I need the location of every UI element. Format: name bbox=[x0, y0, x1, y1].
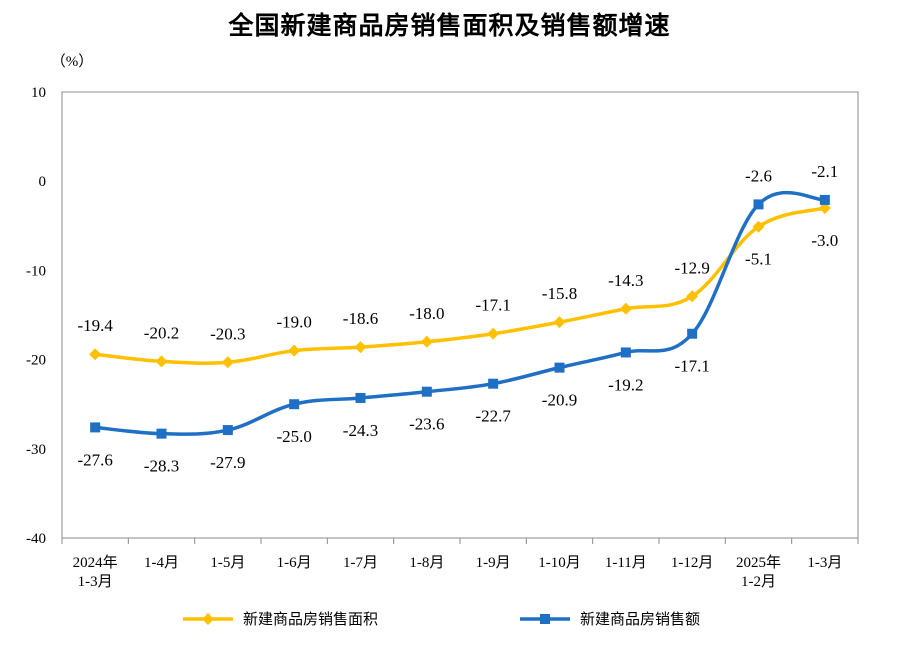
data-point-marker bbox=[420, 335, 433, 348]
y-tick-label: -10 bbox=[26, 263, 46, 279]
data-point-marker bbox=[90, 422, 101, 433]
x-tick-label: 1-5月 bbox=[210, 555, 245, 571]
legend-marker bbox=[540, 614, 550, 624]
data-point-marker bbox=[289, 399, 300, 410]
data-label: -2.6 bbox=[745, 166, 772, 185]
data-label: -23.6 bbox=[409, 415, 444, 434]
y-tick-label: 0 bbox=[39, 174, 47, 190]
data-point-marker bbox=[554, 362, 565, 373]
data-label: -27.9 bbox=[210, 453, 245, 472]
data-point-marker bbox=[222, 425, 233, 436]
data-point-marker bbox=[620, 347, 631, 358]
data-point-marker bbox=[421, 386, 432, 397]
data-label: -25.0 bbox=[276, 427, 311, 446]
data-label: -27.6 bbox=[77, 450, 112, 469]
data-label: -19.4 bbox=[77, 316, 113, 335]
x-tick-label: 1-12月 bbox=[671, 555, 714, 571]
data-point-marker bbox=[488, 378, 499, 389]
series-amount: -27.6 -28.3 -27.9 -25.0 -24.3 -23.6 -22.7 -20.9… bbox=[77, 162, 838, 476]
data-label: -17.1 bbox=[475, 296, 510, 315]
data-point-marker bbox=[553, 316, 566, 329]
data-point-marker bbox=[752, 220, 765, 233]
plot-frame bbox=[61, 91, 859, 539]
data-point-marker bbox=[355, 392, 366, 403]
data-label: -28.3 bbox=[144, 457, 179, 476]
data-point-marker bbox=[89, 348, 102, 361]
x-tick-label: 1-7月 bbox=[343, 555, 378, 571]
series-area: -19.4 -20.2 -20.3 -19.0 -18.6 -18.0 -17.1 -15.8… bbox=[77, 201, 838, 369]
data-point-marker bbox=[819, 194, 830, 205]
y-tick-label: -30 bbox=[26, 442, 46, 458]
x-tick-label: 1-4月 bbox=[144, 555, 179, 571]
x-tick-label: 1-9月 bbox=[476, 555, 511, 571]
data-label: -17.1 bbox=[674, 357, 709, 376]
legend-item: 新建商品房销售额 bbox=[520, 610, 700, 628]
legend-marker bbox=[202, 613, 214, 625]
data-point-marker bbox=[619, 302, 632, 315]
x-tick-label: 1-10月 bbox=[538, 555, 581, 571]
data-label: -20.3 bbox=[210, 324, 245, 343]
data-label: -19.2 bbox=[608, 375, 643, 394]
y-tick-label: -40 bbox=[26, 531, 46, 547]
series-line bbox=[94, 206, 826, 365]
data-label: -20.2 bbox=[144, 323, 179, 342]
legend-label: 新建商品房销售面积 bbox=[243, 610, 378, 628]
legend-item: 新建商品房销售面积 bbox=[183, 610, 378, 628]
data-label: -3.0 bbox=[811, 231, 838, 250]
data-point-marker bbox=[221, 356, 234, 369]
data-label: -18.0 bbox=[409, 304, 444, 323]
data-label: -5.1 bbox=[745, 250, 772, 269]
chart-title: 全国新建商品房销售面积及销售额增速 bbox=[228, 11, 671, 40]
data-label: -22.7 bbox=[475, 407, 511, 426]
data-point-marker bbox=[487, 327, 500, 340]
x-tick-label: 1-3月 bbox=[807, 555, 842, 571]
y-tick-label: -20 bbox=[26, 353, 46, 369]
data-point-marker bbox=[686, 290, 699, 303]
data-label: -2.1 bbox=[811, 162, 838, 181]
x-tick-label: 2024年 1-3月 bbox=[73, 554, 118, 590]
data-point-marker bbox=[354, 341, 367, 354]
data-label: -14.3 bbox=[608, 271, 643, 290]
data-point-marker bbox=[156, 428, 167, 439]
data-label: -18.6 bbox=[343, 309, 378, 328]
x-tick-label: 1-11月 bbox=[605, 555, 647, 571]
data-label: -19.0 bbox=[276, 313, 311, 332]
y-tick-label: 10 bbox=[31, 85, 46, 101]
data-point-marker bbox=[288, 344, 301, 357]
data-point-marker bbox=[687, 328, 698, 339]
data-point-marker bbox=[155, 355, 168, 368]
series-line bbox=[95, 190, 825, 436]
data-label: -20.9 bbox=[542, 391, 577, 410]
data-point-marker bbox=[818, 201, 831, 214]
legend-label: 新建商品房销售额 bbox=[580, 610, 700, 628]
data-label: -12.9 bbox=[674, 258, 709, 277]
data-label: -24.3 bbox=[343, 421, 378, 440]
x-tick-label: 2025年 1-2月 bbox=[736, 554, 781, 590]
y-unit-label: （%） bbox=[51, 53, 94, 70]
data-point-marker bbox=[753, 199, 764, 210]
x-tick-label: 1-8月 bbox=[409, 555, 444, 571]
x-tick-label: 1-6月 bbox=[277, 555, 312, 571]
data-label: -15.8 bbox=[542, 284, 577, 303]
